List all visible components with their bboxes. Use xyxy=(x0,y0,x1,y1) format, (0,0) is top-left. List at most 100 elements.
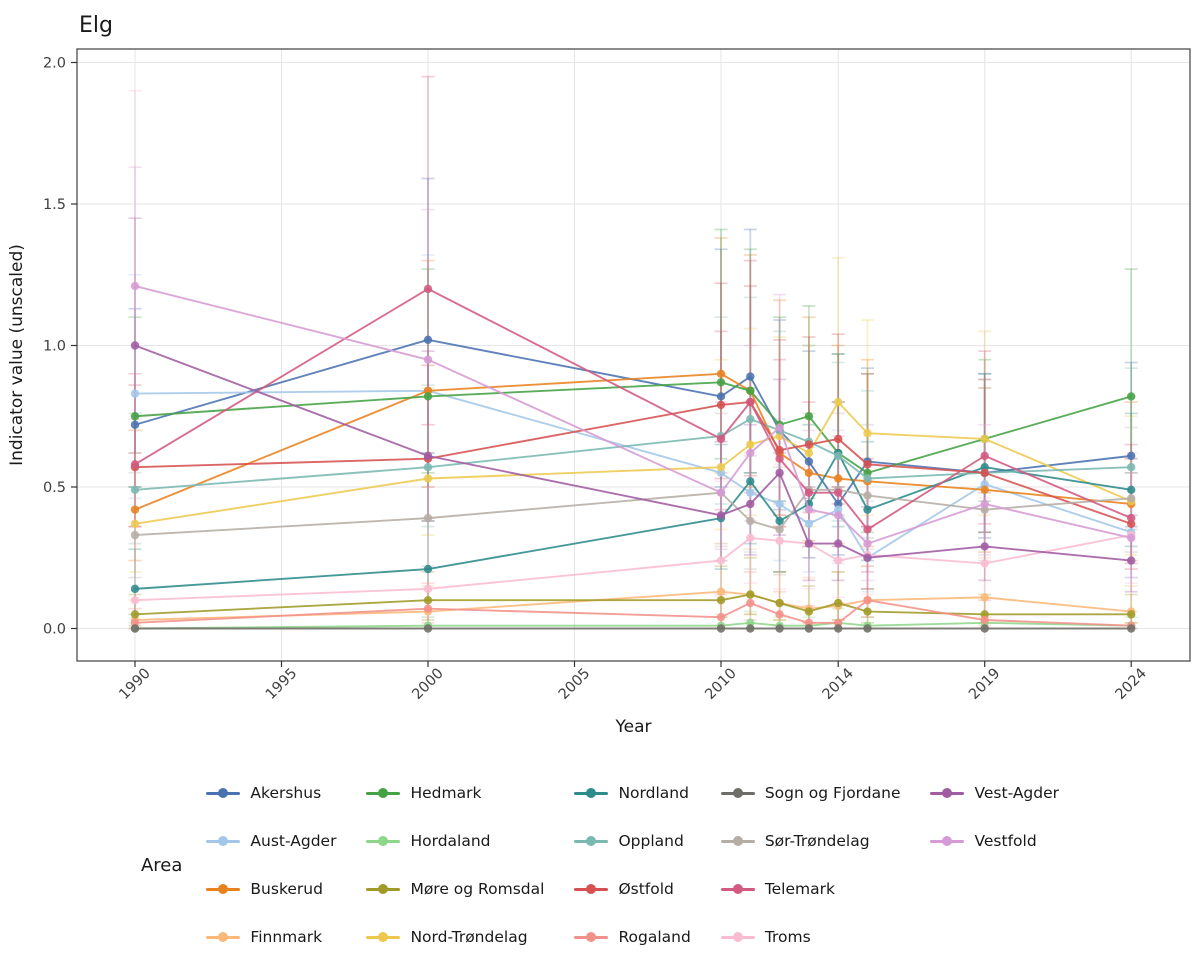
data-point xyxy=(423,335,433,345)
data-point xyxy=(775,516,784,526)
legend-item-vest-agder: Vest-Agder xyxy=(930,784,1059,802)
series-line-akershus xyxy=(134,338,1132,505)
data-point xyxy=(130,624,140,633)
legend-item-oppland: Oppland xyxy=(574,832,690,850)
data-point xyxy=(834,451,843,461)
legend-dot-icon xyxy=(218,932,229,942)
data-point xyxy=(863,429,872,438)
data-point xyxy=(423,451,433,461)
data-point xyxy=(804,539,814,548)
legend-dot-icon xyxy=(218,836,229,846)
legend-label: Vest-Agder xyxy=(974,784,1060,802)
legend-label: Hedmark xyxy=(410,784,482,802)
panel-border xyxy=(76,48,1191,662)
data-point xyxy=(1127,556,1136,565)
data-point xyxy=(863,491,872,500)
data-point xyxy=(423,624,433,633)
data-point xyxy=(423,474,433,483)
series-line-rogaland xyxy=(134,599,1132,627)
data-point xyxy=(423,355,433,364)
data-point xyxy=(804,440,814,449)
data-point xyxy=(804,505,814,514)
x-tick-label: 2005 xyxy=(556,666,593,703)
data-point xyxy=(775,446,784,455)
legend-marker xyxy=(720,835,755,847)
data-point xyxy=(980,615,989,625)
data-point xyxy=(863,553,872,562)
legend-marker xyxy=(206,931,241,943)
data-point xyxy=(834,434,843,444)
data-point xyxy=(746,598,755,608)
data-point xyxy=(423,584,433,594)
data-point xyxy=(775,468,784,478)
data-point xyxy=(775,598,784,608)
legend-label: Aust-Agder xyxy=(250,832,337,850)
legend-marker xyxy=(206,835,241,847)
data-point xyxy=(863,539,872,548)
data-point xyxy=(130,596,140,605)
data-point xyxy=(834,539,843,548)
data-point xyxy=(130,389,140,398)
legend-dot-icon xyxy=(378,884,389,894)
legend-label: Sogn og Fjordane xyxy=(764,784,901,802)
legend-label: Østfold xyxy=(618,880,674,898)
data-point xyxy=(804,457,814,466)
data-point xyxy=(804,468,814,478)
data-point xyxy=(746,533,755,543)
legend-item-rogaland: Rogaland xyxy=(574,928,691,946)
legend-grid: Akershus Aust-Agder Buskerud Finnmark Hedmar… xyxy=(206,769,1059,961)
legend-marker xyxy=(720,787,755,799)
series-line-buskerud xyxy=(134,372,1132,511)
data-point xyxy=(716,596,726,605)
data-point xyxy=(423,596,433,605)
data-point xyxy=(804,624,814,633)
legend-item-telemark: Telemark xyxy=(720,880,901,898)
data-point xyxy=(1127,485,1136,495)
data-point xyxy=(834,598,843,608)
legend-item-aust-agder: Aust-Agder xyxy=(206,832,336,850)
data-point xyxy=(130,420,140,429)
legend-label: Sør-Trøndelag xyxy=(764,832,870,850)
legend-dot-icon xyxy=(218,788,229,798)
series-line-vestfold xyxy=(134,285,1132,545)
series-line-nordland xyxy=(134,452,1132,590)
legend-label: Nordland xyxy=(618,784,689,802)
legend-marker xyxy=(930,787,965,799)
data-point xyxy=(804,412,814,421)
data-point xyxy=(746,488,755,497)
legend-marker xyxy=(206,787,241,799)
data-point xyxy=(746,499,755,509)
legend-item-vestfold: Vestfold xyxy=(930,832,1059,850)
legend-dot-icon xyxy=(942,788,953,798)
legend-marker xyxy=(366,787,401,799)
data-point xyxy=(130,610,140,619)
data-point xyxy=(716,378,726,387)
data-point xyxy=(716,511,726,520)
data-point xyxy=(980,451,989,461)
data-point xyxy=(746,477,755,486)
data-point xyxy=(423,284,433,294)
data-point xyxy=(716,369,726,378)
y-tick-label: 1.0 xyxy=(43,339,66,355)
data-point xyxy=(980,499,989,509)
legend-dot-icon xyxy=(378,788,389,798)
data-point xyxy=(834,511,843,520)
data-point xyxy=(804,448,814,458)
x-tick-label: 2014 xyxy=(820,666,857,703)
data-point xyxy=(1127,513,1136,523)
data-point xyxy=(130,530,140,540)
data-point xyxy=(863,505,872,514)
data-point xyxy=(775,525,784,534)
y-tick-label: 0.0 xyxy=(43,622,66,638)
data-point xyxy=(130,485,140,495)
legend-dot-icon xyxy=(586,788,597,798)
data-point xyxy=(1127,494,1136,503)
legend-item-troms: Troms xyxy=(720,928,901,946)
legend-label: Akershus xyxy=(250,784,322,802)
legend-item-hedmark: Hedmark xyxy=(366,784,544,802)
data-point xyxy=(423,513,433,523)
legend-marker xyxy=(930,835,965,847)
series-line-m-re-og-romsdal xyxy=(134,593,1132,616)
data-point xyxy=(130,281,140,291)
chart-title: Elg xyxy=(79,13,113,38)
